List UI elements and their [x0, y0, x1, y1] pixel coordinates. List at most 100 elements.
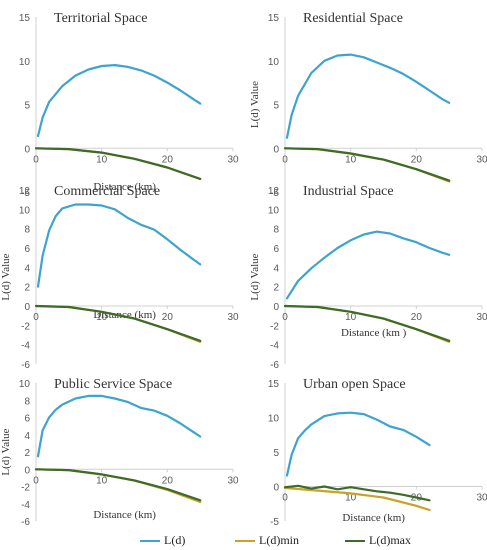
panel4-xlabel: Distance (km ): [341, 327, 407, 339]
panel4-ytick-label: 12: [268, 186, 280, 197]
panel2-title: Residential Space: [303, 11, 403, 26]
legend-label-ld: L(d): [164, 533, 186, 547]
panel3-ytick-label: -2: [21, 321, 30, 332]
panel2-ytick-label: 10: [268, 57, 280, 68]
panel6-xtick-label: 10: [345, 493, 357, 504]
panel2-ytick-label: 15: [268, 13, 280, 24]
panel3-xlabel: Distance (km): [93, 309, 156, 321]
panel3-line-ld: [36, 203, 202, 288]
panel6-xtick-label: 0: [282, 493, 288, 504]
panel3-ytick-label: 2: [24, 283, 30, 294]
panel4-line-ldmax: [283, 304, 451, 342]
panel6-xtick-label: 30: [476, 493, 487, 504]
panel5-ytick-label: -2: [21, 483, 30, 494]
panel2-xtick-label: 10: [345, 154, 357, 165]
legend-label-ldmin: L(d)min: [259, 533, 299, 547]
panel5-ytick-label: 6: [24, 414, 30, 425]
panel4-ytick-label: 0: [273, 302, 279, 313]
panel1-ytick-label: 5: [24, 101, 30, 112]
legend-swatch-ldmin: [235, 540, 255, 542]
panel2-ytick-label: 5: [273, 101, 279, 112]
panel4-xtick-label: 20: [411, 312, 423, 323]
panel3-xtick-label: 30: [227, 312, 239, 323]
panel1-ytick-label: 15: [19, 13, 31, 24]
panel3-ytick-label: -6: [21, 360, 30, 371]
panel5-ytick-label: -6: [21, 517, 30, 528]
panel1-xtick-label: 10: [96, 154, 108, 165]
panel4-ytick-label: -4: [270, 341, 279, 352]
panel3-ylabel: L(d) Value: [0, 253, 12, 300]
panel2-line-ldmax: [283, 147, 451, 182]
panel6-line-ldmin: [283, 486, 431, 512]
panel5-ytick-label: -4: [21, 500, 30, 511]
panel5-title: Public Service Space: [54, 377, 172, 392]
panel4-line-ld: [285, 230, 451, 300]
panel3-ytick-label: 0: [24, 302, 30, 313]
panel6-xlabel: Distance (km): [342, 512, 405, 524]
panel4-ytick-label: 6: [273, 244, 279, 255]
panel1-line-ld: [36, 63, 202, 138]
panel2-ytick-label: -5: [270, 188, 279, 199]
panel6-ytick-label: 5: [273, 448, 279, 459]
panel1-ytick-label: -5: [21, 188, 30, 199]
panel6-title: Urban open Space: [303, 377, 406, 392]
panel5-line-ldmin: [34, 468, 202, 504]
panel3-title: Commercial Space: [54, 184, 160, 199]
panel4-xtick-label: 30: [476, 312, 487, 323]
legend-label-ldmax: L(d)max: [369, 533, 411, 547]
panel6-ytick-label: 0: [273, 483, 279, 494]
panel5-ytick-label: 4: [24, 431, 30, 442]
panel2-ytick-label: 0: [273, 144, 279, 155]
panel4-xtick-label: 0: [282, 312, 288, 323]
panel3-xtick-label: 20: [162, 312, 174, 323]
panel4-ytick-label: 10: [268, 205, 280, 216]
panel4-ytick-label: -6: [270, 360, 279, 371]
panel3-ytick-label: 6: [24, 244, 30, 255]
panel5-xtick-label: 0: [33, 475, 39, 486]
panel6-ytick-label: 10: [268, 414, 280, 425]
panel3-ytick-label: 10: [19, 205, 31, 216]
panel4-xtick-label: 10: [345, 312, 357, 323]
panel2-xtick-label: 20: [411, 154, 423, 165]
panel4-ytick-label: 4: [273, 263, 279, 274]
panel3-ytick-label: 4: [24, 263, 30, 274]
panel4-ylabel: L(d) Value: [249, 253, 261, 300]
panel1-title: Territorial Space: [54, 11, 147, 26]
panel4-title: Industrial Space: [303, 184, 394, 199]
panel4-ytick-label: 8: [273, 225, 279, 236]
panel4-ytick-label: 2: [273, 283, 279, 294]
panel1-xtick-label: 20: [162, 154, 174, 165]
panel2-line-ld: [285, 53, 451, 139]
panel5-line-ld: [36, 394, 202, 458]
panel3-xtick-label: 0: [33, 312, 39, 323]
panel6-line-ldmax: [283, 484, 431, 502]
panel1-xlabel: Distance (km): [93, 181, 156, 193]
panel2-xtick-label: 30: [476, 154, 487, 165]
panel5-ytick-label: 0: [24, 465, 30, 476]
legend-swatch-ldmax: [345, 540, 365, 542]
panel2-line-ldmin: [283, 147, 451, 183]
panel5-ytick-label: 2: [24, 448, 30, 459]
panel1-line-ldmax: [34, 147, 202, 180]
panel5-xtick-label: 10: [96, 475, 108, 486]
panel2-ylabel: L(d) Value: [249, 81, 261, 128]
panel2-xtick-label: 0: [282, 154, 288, 165]
panel5-ytick-label: 10: [19, 379, 31, 390]
legend: L(d) L(d)min L(d)max: [140, 532, 470, 548]
panel3-xtick-label: 10: [96, 312, 108, 323]
panel3-ytick-label: 12: [19, 186, 31, 197]
panel1-xtick-label: 0: [33, 154, 39, 165]
panel5-xtick-label: 20: [162, 475, 174, 486]
panel6-ytick-label: 15: [268, 379, 280, 390]
panel5-line-ldmax: [34, 468, 202, 502]
panel6-line-ld: [285, 411, 431, 477]
panel1-xtick-label: 30: [227, 154, 239, 165]
panel4-ytick-label: -2: [270, 321, 279, 332]
panel1-line-ldmin: [34, 147, 202, 180]
panel5-xlabel: Distance (km): [93, 509, 156, 521]
panel1-ytick-label: 10: [19, 57, 31, 68]
panel5-xtick-label: 30: [227, 475, 239, 486]
panel3-ytick-label: -4: [21, 341, 30, 352]
panel6-ytick-label: -5: [270, 517, 279, 528]
